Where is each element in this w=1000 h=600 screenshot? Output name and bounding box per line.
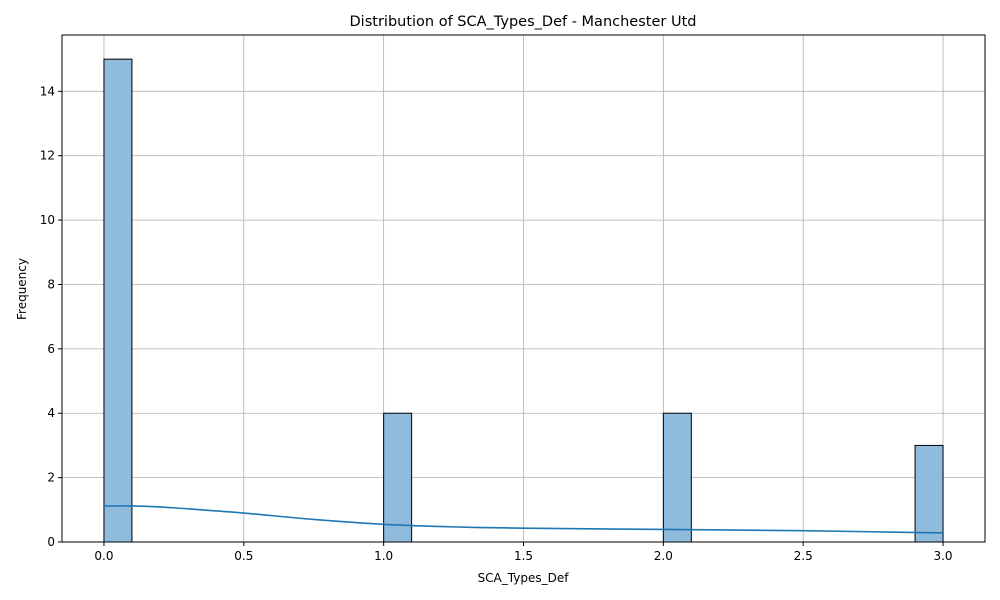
chart-title: Distribution of SCA_Types_Def - Manchest… <box>350 14 697 30</box>
histogram-bar <box>914 444 944 543</box>
x-tick-label: 2.0 <box>654 549 673 563</box>
grid-layer <box>62 35 985 543</box>
y-tick-label: 10 <box>40 213 55 227</box>
y-axis-ticks: 0 2 4 6 8 10 12 14 <box>40 84 62 549</box>
y-tick-label: 0 <box>47 535 55 549</box>
y-tick-label: 14 <box>40 84 55 98</box>
y-tick-label: 4 <box>47 406 55 420</box>
kde-curve <box>103 505 944 534</box>
x-tick-label: 0.0 <box>94 549 113 563</box>
histogram-bar <box>383 412 413 543</box>
histogram-bar <box>662 412 692 543</box>
kde-layer <box>103 505 944 534</box>
y-tick-label: 8 <box>47 277 55 291</box>
x-tick-label: 1.5 <box>514 549 533 563</box>
x-tick-label: 0.5 <box>234 549 253 563</box>
histogram-bar <box>103 58 133 543</box>
y-tick-label: 6 <box>47 342 55 356</box>
y-axis-label: Frequency <box>15 258 29 320</box>
y-tick-label: 12 <box>40 149 55 163</box>
bars-layer <box>103 58 944 543</box>
x-axis-label: SCA_Types_Def <box>478 571 570 585</box>
x-tick-label: 1.0 <box>374 549 393 563</box>
x-tick-label: 3.0 <box>933 549 952 563</box>
x-axis-ticks: 0.0 0.5 1.0 1.5 2.0 2.5 3.0 <box>94 542 953 563</box>
y-tick-label: 2 <box>47 471 55 485</box>
x-tick-label: 2.5 <box>794 549 813 563</box>
